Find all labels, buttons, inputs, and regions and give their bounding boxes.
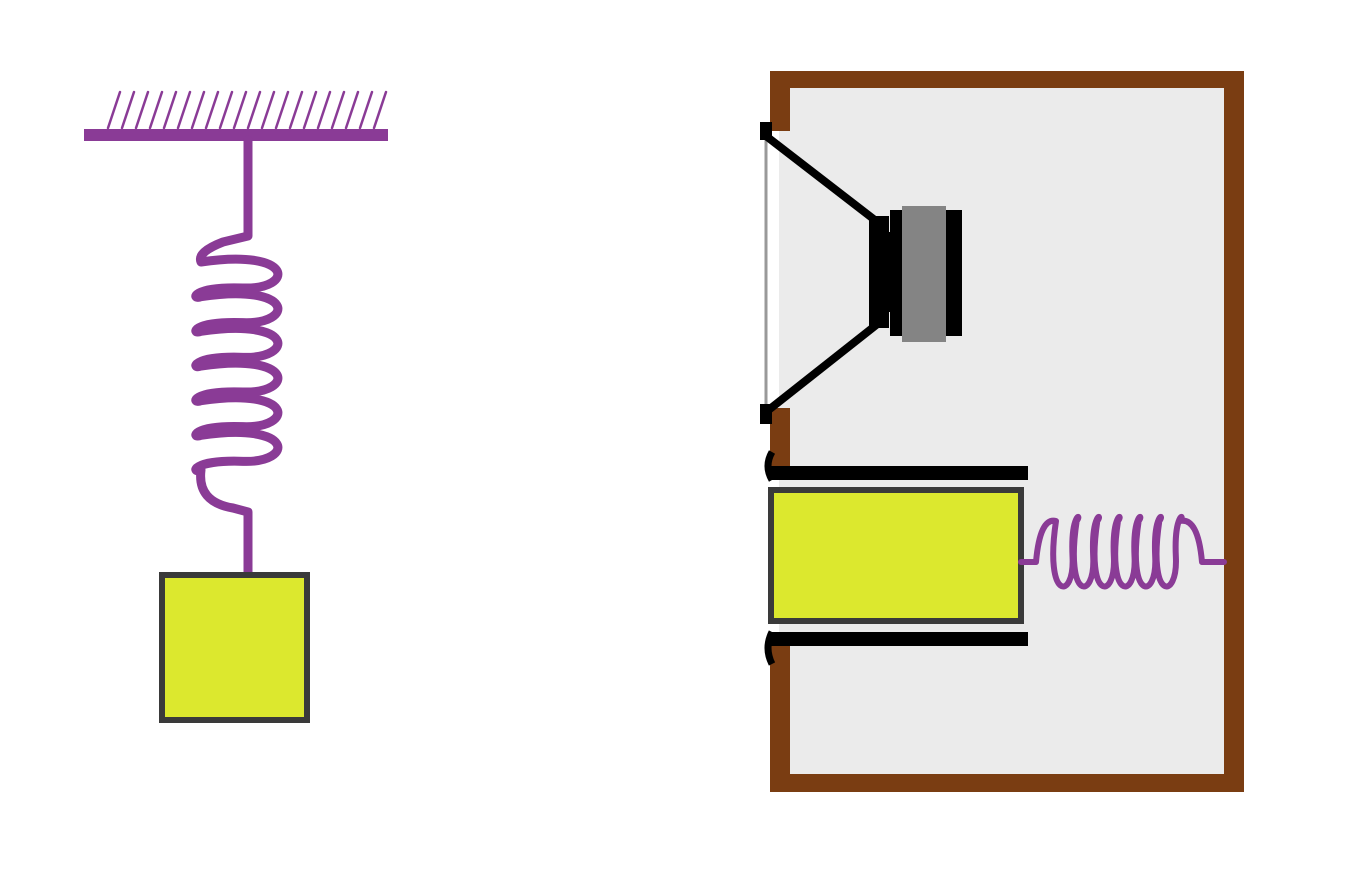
hatch-mark (316, 90, 332, 130)
square-mass-icon (159, 572, 310, 723)
hatch-mark (274, 90, 290, 130)
hatch-mark (260, 90, 276, 130)
hatch-mark (288, 90, 304, 130)
hatch-mark (106, 90, 122, 130)
hatch-mark (218, 90, 234, 130)
hatch-mark (330, 90, 346, 130)
hatched-ceiling-icon (84, 90, 388, 141)
hatch-mark (232, 90, 248, 130)
hatch-mark (358, 90, 374, 130)
hatch-mark (162, 90, 178, 130)
hatch-mark (344, 90, 360, 130)
port-tube-icon (764, 450, 1028, 666)
hatch-mark (302, 90, 318, 130)
hatch-mark (246, 90, 262, 130)
hatch-mark (204, 90, 220, 130)
speaker-cabinet-icon (770, 71, 1244, 792)
hatch-mark (176, 90, 192, 130)
hatch-mark (134, 90, 150, 130)
hatch-mark (148, 90, 164, 130)
right-speaker-cabinet-system (760, 71, 1244, 792)
coil-spring-icon (191, 135, 283, 580)
left-spring-mass-system (84, 90, 388, 723)
loudspeaker-driver-icon (760, 122, 962, 424)
rectangular-mass-icon (768, 487, 1024, 624)
coil-spring-icon (1018, 514, 1227, 590)
hatch-mark (372, 90, 388, 130)
hatch-mark (120, 90, 136, 130)
hatch-mark (190, 90, 206, 130)
